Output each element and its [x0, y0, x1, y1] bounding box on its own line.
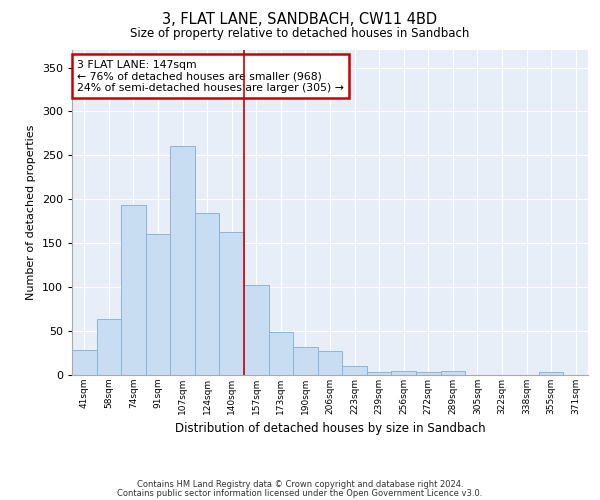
Bar — [220, 232, 244, 375]
X-axis label: Distribution of detached houses by size in Sandbach: Distribution of detached houses by size … — [175, 422, 485, 436]
Text: 3 FLAT LANE: 147sqm
← 76% of detached houses are smaller (968)
24% of semi-detac: 3 FLAT LANE: 147sqm ← 76% of detached ho… — [77, 60, 344, 93]
Text: Contains HM Land Registry data © Crown copyright and database right 2024.: Contains HM Land Registry data © Crown c… — [137, 480, 463, 489]
Bar — [440, 370, 465, 375]
Text: Size of property relative to detached houses in Sandbach: Size of property relative to detached ho… — [130, 28, 470, 40]
Bar — [367, 372, 391, 375]
Bar — [170, 146, 195, 375]
Bar — [391, 370, 416, 375]
Bar — [318, 352, 342, 375]
Bar — [146, 234, 170, 375]
Bar — [72, 350, 97, 375]
Text: Contains public sector information licensed under the Open Government Licence v3: Contains public sector information licen… — [118, 488, 482, 498]
Bar — [342, 366, 367, 375]
Bar — [416, 372, 440, 375]
Bar — [244, 284, 269, 375]
Bar — [97, 319, 121, 375]
Bar — [269, 332, 293, 375]
Text: 3, FLAT LANE, SANDBACH, CW11 4BD: 3, FLAT LANE, SANDBACH, CW11 4BD — [163, 12, 437, 28]
Y-axis label: Number of detached properties: Number of detached properties — [26, 125, 36, 300]
Bar — [539, 372, 563, 375]
Bar — [121, 204, 146, 375]
Bar — [195, 214, 220, 375]
Bar — [293, 347, 318, 375]
